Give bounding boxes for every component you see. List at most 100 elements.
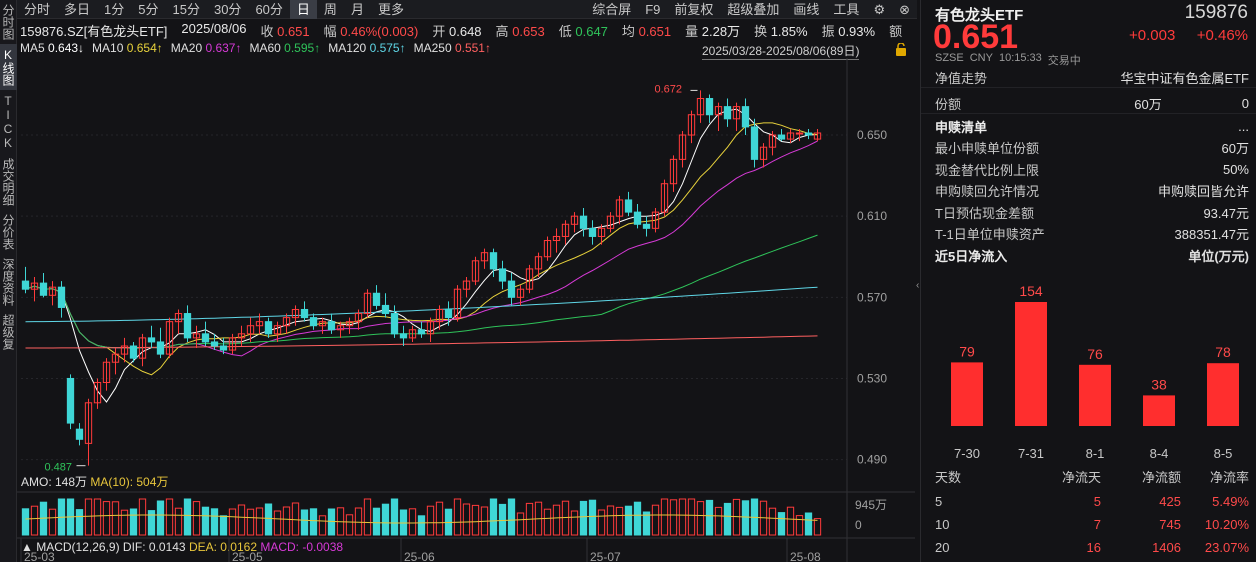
- volume-bar: [615, 506, 624, 536]
- volume-bar: [489, 498, 498, 536]
- flow-table-cell: 10.20%: [1204, 517, 1249, 532]
- x-tick-label-0: 25-03: [24, 550, 55, 562]
- quote-date: 2025/08/06: [181, 21, 247, 36]
- flow-table-cell: 745: [1159, 517, 1181, 532]
- period-tab-5[interactable]: 30分: [213, 1, 242, 17]
- candle-body: [183, 313, 192, 339]
- period-tab-6[interactable]: 60分: [255, 1, 283, 17]
- price-change: +0.003: [1129, 27, 1176, 44]
- creation-row-4: T-1日单位申赎资产 388351.47元: [921, 223, 1256, 244]
- market-status-row: SZSE CNY 10:15:33 交易中: [935, 52, 1081, 68]
- flow-table-cell: 10: [935, 517, 950, 532]
- toolbar-item-5[interactable]: 工具: [833, 1, 860, 17]
- flow-table-cell: 23.07%: [1204, 540, 1249, 555]
- candle-body: [714, 106, 723, 116]
- period-tab-3[interactable]: 5分: [138, 1, 159, 17]
- volume-bar: [120, 509, 129, 536]
- volume-bar: [786, 506, 795, 536]
- toolbar-item-1[interactable]: F9: [645, 1, 661, 17]
- left-tab-1[interactable]: K线图: [0, 44, 17, 90]
- ma-legend-ma20: MA20 0.637↑: [170, 41, 242, 55]
- flow-bar-value: 79: [959, 343, 975, 359]
- creation-row-label: T-1日单位申赎资产: [935, 227, 1045, 242]
- left-tab-5[interactable]: 深度资料: [1, 258, 15, 306]
- candle-body: [570, 215, 579, 225]
- period-tab-2[interactable]: 1分: [104, 1, 125, 17]
- volume-bar: [669, 499, 678, 536]
- quote-panel: 有色龙头ETF 159876 0.651 +0.003 +0.46% SZSE …: [920, 0, 1256, 562]
- candle-body: [507, 280, 516, 298]
- lock-icon[interactable]: [894, 43, 908, 56]
- left-tab-2[interactable]: TICK: [1, 94, 15, 150]
- fund-code: 159876: [1184, 2, 1248, 23]
- candle-body: [237, 333, 246, 339]
- period-tab-1[interactable]: 多日: [64, 1, 91, 17]
- collapse-panel-icon[interactable]: ‹: [916, 280, 920, 291]
- volume-bar: [147, 510, 156, 536]
- quote-time: 10:15:33: [998, 52, 1042, 64]
- candle-body: [156, 341, 165, 355]
- candle-body: [633, 211, 642, 225]
- flow-bar-date: 8-5: [1214, 446, 1233, 461]
- volume-bar: [588, 499, 597, 536]
- change-field: 幅 0.46%(0.003): [323, 24, 419, 39]
- volume-bar: [84, 498, 93, 536]
- candle-body: [696, 98, 705, 116]
- volume-bar: [777, 512, 786, 536]
- candle-body: [408, 329, 417, 339]
- period-tab-0[interactable]: 分时: [24, 1, 51, 17]
- nav-trend-row[interactable]: 净值走势 华宝中证有色金属ETF: [921, 67, 1256, 88]
- volume-bar: [624, 505, 633, 536]
- volume-bar: [156, 500, 165, 536]
- flow-bar-date: 8-1: [1086, 446, 1105, 461]
- ma-legend-row: MA5 0.643↓ MA10 0.654↑ MA20 0.637↑ MA60 0.5…: [20, 41, 915, 59]
- flow-header: 近5日净流入 单位(万元): [935, 249, 1249, 264]
- candle-body: [390, 313, 399, 335]
- creation-list-header[interactable]: 申赎清单...: [935, 119, 1249, 135]
- period-tab-4[interactable]: 15分: [172, 1, 200, 17]
- candle-body: [426, 321, 435, 335]
- candle-body: [435, 308, 444, 323]
- creation-row-value: 申购赎回皆允许: [1157, 184, 1249, 199]
- left-tab-6[interactable]: 超级复: [1, 314, 15, 350]
- volume-bar: [210, 508, 219, 536]
- kline-chart[interactable]: 0.650 0.610 0.570 0.530 0.490 0.672 0.487AMO: …: [17, 58, 915, 562]
- ma-legend-ma120: MA120 0.575↑: [328, 41, 406, 55]
- candle-body: [345, 321, 354, 327]
- period-tab-7[interactable]: 日: [289, 0, 317, 19]
- market: SZSE: [935, 52, 964, 64]
- toolbar-item-3[interactable]: 超级叠加: [727, 1, 780, 17]
- candle-body: [381, 304, 390, 315]
- period-tab-10[interactable]: 更多: [377, 1, 404, 17]
- close-icon[interactable]: ⊗: [899, 1, 910, 17]
- date-range[interactable]: 2025/03/28-2025/08/06(89日): [702, 44, 860, 60]
- toolbar-item-2[interactable]: 前复权: [674, 1, 714, 17]
- candle-body: [273, 325, 282, 335]
- low-field: 低 0.647: [558, 24, 608, 39]
- toolbar-item-0[interactable]: 综合屏: [592, 1, 632, 17]
- candle-body: [300, 308, 309, 319]
- ma-legend-ma5: MA5 0.643↓: [20, 41, 85, 55]
- candle-body: [39, 282, 48, 296]
- settings-icon[interactable]: ⚙: [873, 1, 886, 17]
- y-tick-label-2: 0.570: [857, 290, 887, 304]
- creation-row-label: 最小申赎单位份额: [935, 141, 1040, 156]
- period-tab-9[interactable]: 月: [350, 1, 364, 17]
- left-tab-3[interactable]: 成交明细: [1, 158, 15, 206]
- volume-bar: [516, 512, 525, 536]
- volume-bar: [237, 504, 246, 536]
- flow-table-header-cell: 净流额: [1141, 470, 1181, 485]
- volume-field: 量 2.28万: [685, 24, 741, 39]
- amo-label: AMO: 148万: [21, 475, 90, 489]
- period-tab-8[interactable]: 周: [323, 1, 337, 17]
- candle-body: [786, 132, 795, 140]
- volume-bar: [795, 515, 804, 536]
- toolbar-item-4[interactable]: 画线: [793, 1, 820, 17]
- left-tab-4[interactable]: 分价表: [1, 214, 15, 250]
- candle-body: [147, 337, 156, 343]
- volume-bar: [705, 499, 714, 536]
- candle-body: [354, 313, 363, 323]
- left-tab-0[interactable]: 分时图: [1, 4, 15, 40]
- candle-body: [597, 227, 606, 237]
- volume-bar: [714, 506, 723, 536]
